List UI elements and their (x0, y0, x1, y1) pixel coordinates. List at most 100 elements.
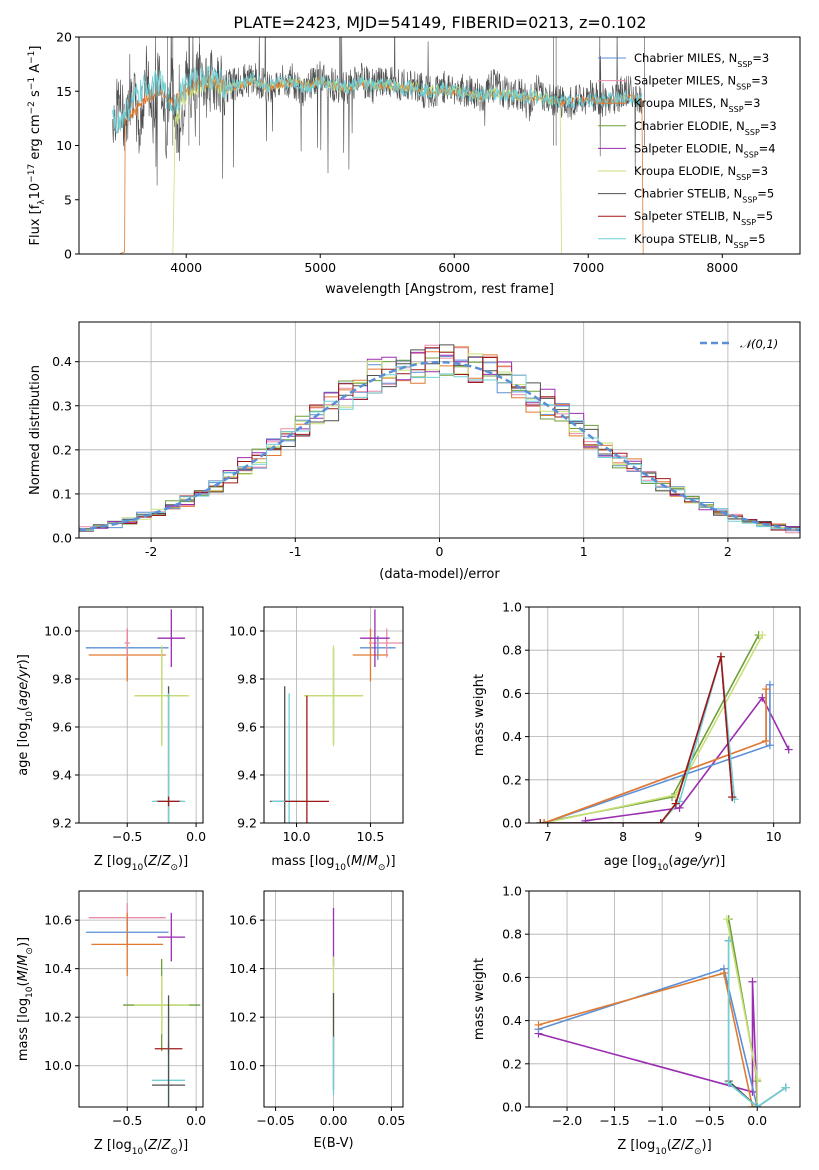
legend: 𝒩(0,1) (700, 337, 778, 351)
x-axis-label: E(B-V) (313, 1136, 353, 1151)
y-tick-label: 0.0 (52, 531, 72, 546)
x-tick-label: −0.5 (112, 1113, 142, 1128)
weight-marker (753, 1074, 762, 1083)
axes-frame (528, 606, 801, 824)
weight-line (727, 940, 787, 1107)
legend-label: Salpeter MILES, NSSP=3 (634, 74, 768, 92)
y-tick-label: 10.0 (44, 1058, 72, 1073)
y-tick-label: 1.0 (502, 600, 522, 615)
x-tick-label: 7000 (572, 260, 604, 275)
weight-marker (762, 736, 771, 745)
weight-marker (534, 1020, 543, 1029)
errorbar-kroupa-elodie (134, 975, 190, 1035)
y-tick-label: 20 (56, 30, 72, 45)
legend-label: Kroupa STELIB, NSSP=5 (634, 232, 765, 250)
weight-marker (758, 631, 767, 640)
weight-series-kroupa-miles (540, 685, 771, 823)
legend-label: Kroupa MILES, NSSP=3 (634, 96, 760, 114)
x-tick-label: 10.5 (357, 829, 385, 844)
weight-series-kroupa-miles (534, 969, 762, 1107)
errorbar-chabrier-miles (360, 635, 396, 660)
y-tick-label: 9.6 (237, 720, 257, 735)
weight-marker (728, 793, 737, 802)
x-tick-label: -2 (145, 544, 157, 559)
errorbar-salpeter-elodie (157, 609, 186, 667)
x-tick-label: 0.0 (747, 1113, 767, 1128)
x-tick-label: 0.00 (320, 1113, 348, 1128)
y-tick-label: 10.4 (229, 961, 257, 976)
y-axis-label: mass weight (472, 958, 487, 1040)
axes-frame (78, 890, 204, 1108)
weight-line (543, 689, 767, 823)
histogram-salpeter-stelib (79, 347, 800, 532)
legend-entry-salpeter-stelib: Salpeter STELIB, NSSP=5 (598, 209, 773, 227)
legend-label: 𝒩(0,1) (740, 337, 778, 351)
x-axis-label: mass [log10(M/M⊙)] (271, 854, 395, 873)
legend-entry-kroupa-miles: Kroupa MILES, NSSP=3 (598, 96, 760, 114)
y-tick-label: 0.6 (502, 970, 522, 985)
legend-label: Chabrier ELODIE, NSSP=3 (634, 119, 777, 137)
weight-series-salpeter-elodie (534, 977, 762, 1107)
x-tick-label: 4000 (170, 260, 202, 275)
legend-entry-kroupa-stelib: Kroupa STELIB, NSSP=5 (598, 232, 765, 250)
x-tick-label: −1.5 (599, 1113, 629, 1128)
y-tick-label: 10.4 (44, 961, 72, 976)
weight-marker (753, 1103, 762, 1107)
errorbar-kroupa-elodie (134, 645, 190, 747)
y-tick-label: 10.2 (44, 1010, 72, 1025)
x-axis-label: Z [log10(Z/Z⊙)] (617, 1138, 711, 1157)
weight-marker (765, 680, 774, 689)
spectrum-panel: 4000 5000 6000 7000 8000 0 5 10 15 20 wavelength [… (27, 30, 801, 297)
weight-marker (724, 1079, 733, 1088)
spectrum-line-kroupa-stelib (112, 65, 643, 134)
age-vs-metallicity-panel: −0.5 0.0 9.2 9.4 9.6 9.8 10.0 Z [log10(Z/Z⊙)] ag… (16, 606, 206, 873)
axes-frame (78, 36, 801, 255)
axes-frame (78, 606, 204, 824)
y-tick-label: 0.6 (502, 686, 522, 701)
y-tick-label: 15 (56, 84, 72, 99)
weight-marker (765, 741, 774, 750)
x-axis-label: Z [log10(Z/Z⊙)] (94, 1138, 188, 1157)
histogram-kroupa-stelib (79, 365, 800, 532)
weight-marker (656, 819, 665, 823)
y-tick-label: 5 (64, 192, 72, 207)
legend-entry-kroupa-elodie: Kroupa ELODIE, NSSP=3 (598, 164, 768, 182)
weight-marker (536, 819, 545, 823)
weight-line (543, 684, 771, 823)
x-tick-label: −1.0 (647, 1113, 677, 1128)
x-tick-label: 2 (724, 544, 732, 559)
plot-area (85, 609, 190, 823)
y-axis-label: age [log10(age/yr)] (16, 654, 35, 776)
weight-marker (722, 915, 731, 924)
legend-entry-salpeter-miles: Salpeter MILES, NSSP=3 (598, 74, 768, 92)
weight-series-kroupa-stelib (536, 652, 739, 823)
y-axis-label: mass [log10(M/M⊙)] (16, 937, 35, 1061)
x-tick-label: 6000 (438, 260, 470, 275)
weight-line (585, 696, 790, 822)
legend-entry-chabrier-elodie: Chabrier ELODIE, NSSP=3 (598, 119, 777, 137)
errorbar-kroupa-elodie (303, 645, 364, 747)
y-tick-label: 9.4 (52, 768, 72, 783)
weight-series-salpeter-elodie (581, 693, 793, 823)
errorbar-salpeter-stelib (157, 796, 180, 807)
x-tick-label: 0 (436, 544, 444, 559)
y-tick-label: 9.8 (52, 672, 72, 687)
x-tick-label: 0.05 (377, 1113, 405, 1128)
legend-label: Chabrier STELIB, NSSP=5 (634, 187, 774, 205)
figure-title: PLATE=2423, MJD=54149, FIBERID=0213, z=0… (233, 13, 646, 32)
y-tick-label: 0.4 (502, 729, 522, 744)
x-axis-label: (data-model)/error (379, 567, 500, 582)
weight-marker (758, 693, 767, 702)
y-tick-label: 10.2 (229, 1010, 257, 1025)
plot-area (534, 915, 790, 1107)
weight-line (543, 634, 764, 823)
weight-marker (724, 936, 733, 945)
errorbar-kroupa-miles (352, 628, 389, 682)
y-axis-label: Normed distribution (28, 365, 43, 495)
weight-marker (671, 799, 680, 808)
legend-label: Chabrier MILES, NSSP=3 (634, 51, 769, 69)
x-tick-label: 8 (619, 829, 627, 844)
plot-area (85, 903, 201, 1107)
x-tick-label: 0.0 (186, 829, 206, 844)
